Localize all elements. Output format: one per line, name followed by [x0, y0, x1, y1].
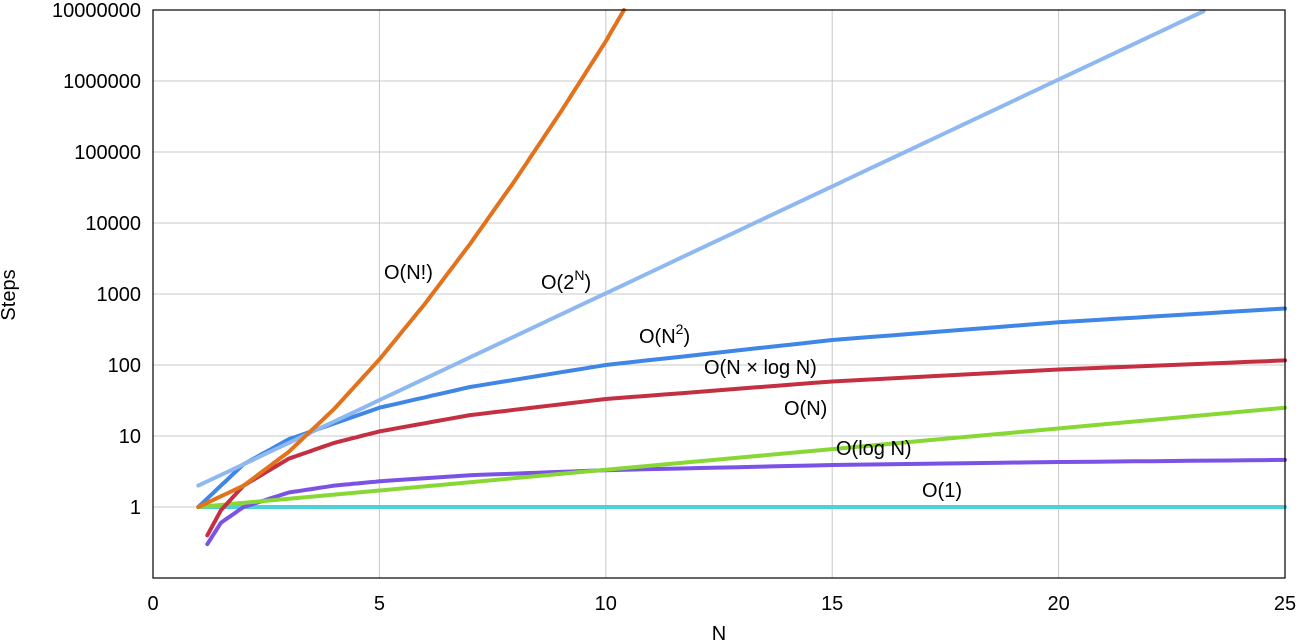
- grid: [153, 10, 1285, 578]
- x-tick-label: 15: [821, 593, 843, 615]
- label-on2-base: O(N: [639, 326, 676, 348]
- series-line-o-n: [196, 405, 1287, 509]
- x-tick-label: 0: [147, 593, 158, 615]
- label-o2n-close: ): [584, 272, 591, 294]
- y-tick-label: 10: [119, 426, 141, 448]
- y-tick-label: 1: [130, 497, 141, 519]
- x-tick-label: 20: [1047, 593, 1069, 615]
- label-onfactorial: O(N!): [384, 262, 433, 284]
- label-ologn: O(log N): [836, 438, 912, 460]
- label-on: O(N): [784, 398, 827, 420]
- y-tick-label: 1000: [97, 284, 142, 306]
- y-tick-label: 100000: [74, 142, 141, 164]
- x-axis-title: N: [712, 623, 726, 644]
- series-line-o-n-log-n: [205, 358, 1287, 538]
- series-line-o-n: [196, 8, 626, 509]
- y-axis-title: Steps: [0, 269, 20, 320]
- label-o2n: O(2N): [541, 267, 591, 294]
- x-axis-ticks: 0 5 10 15 20 25: [147, 593, 1296, 615]
- y-tick-label: 1000000: [63, 71, 141, 93]
- series-line-o-2-n: [196, 9, 1206, 488]
- y-tick-label: 100: [108, 355, 141, 377]
- label-on2-exp: 2: [676, 321, 684, 337]
- label-on2: O(N2): [639, 321, 690, 348]
- label-onlogn: O(N × log N): [704, 357, 817, 379]
- label-o2n-base: O(2: [541, 272, 574, 294]
- label-o2n-exp: N: [574, 267, 584, 283]
- x-tick-label: 25: [1274, 593, 1296, 615]
- label-on2-close: ): [683, 326, 690, 348]
- y-tick-label: 10000000: [52, 0, 141, 22]
- label-onlogn-times: ×: [746, 357, 758, 379]
- label-onlogn-prefix: O(N: [704, 357, 746, 379]
- x-tick-label: 10: [595, 593, 617, 615]
- y-axis-ticks: 1 10 100 1000 10000 100000 1000000 10000000: [52, 0, 141, 519]
- label-o1: O(1): [922, 480, 962, 502]
- series-line-o-log-n: [205, 457, 1287, 547]
- plot-frame: [152, 9, 1286, 579]
- series-lines: [196, 8, 1287, 547]
- y-tick-label: 10000: [85, 213, 141, 235]
- x-tick-label: 5: [374, 593, 385, 615]
- label-onlogn-suffix: log N): [758, 357, 817, 379]
